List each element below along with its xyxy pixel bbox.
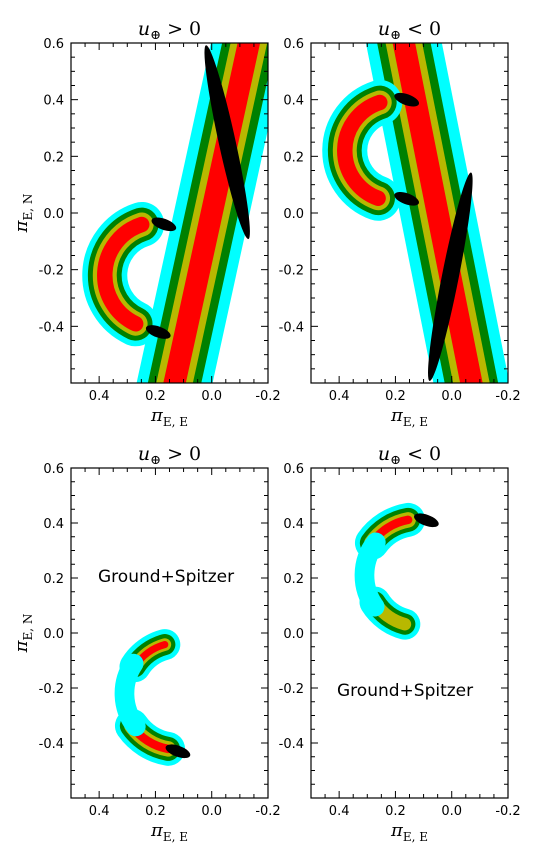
y-tick-label: 0.0: [43, 207, 64, 222]
panel-annotation: Ground+Spitzer: [337, 681, 473, 701]
y-tick-label: 0.4: [283, 94, 304, 109]
y-tick-label: 0.6: [43, 462, 64, 477]
x-tick-label: 0.0: [201, 804, 222, 819]
y-tick-label: -0.2: [39, 264, 64, 279]
crescent-1-contour-4: [97, 216, 150, 332]
y-tick-label: 0.0: [43, 627, 64, 642]
crescent-3-contour-1: [114, 653, 146, 737]
x-tick-label: -0.2: [495, 389, 520, 404]
plot-area: [354, 502, 439, 640]
y-tick-label: 0.4: [283, 517, 304, 532]
panel-4: 0.4 0.2 0.0 -0.2 0.6 0.4 0.2 0.0 -0.2 -0.4 u⊕ < 0 π…: [279, 443, 521, 844]
panel-title: u⊕ > 0: [138, 18, 201, 43]
y-tick-label: 0.4: [43, 517, 64, 532]
y-tick-label: 0.2: [283, 572, 304, 587]
crescent-core-2: [394, 192, 420, 206]
y-tick-label: 0.6: [283, 37, 304, 52]
y-tick-label: 0.6: [283, 462, 304, 477]
panel-3: 0.4 0.2 0.0 -0.2 0.6 0.4 0.2 0.0 -0.2 -0.4 u⊕ > 0 π…: [11, 443, 281, 844]
y-tick-label: -0.4: [39, 320, 64, 335]
plot-area: [114, 629, 191, 766]
crescent-core-1: [165, 744, 191, 759]
y-tick-label: -0.4: [279, 737, 304, 752]
x-tick-label: -0.2: [495, 804, 520, 819]
x-tick-label: 0.2: [385, 804, 406, 819]
x-axis-label: πE, E: [390, 405, 428, 429]
x-tick-label: 0.4: [89, 389, 110, 404]
y-tick-label: 0.0: [283, 207, 304, 222]
ground-band-core: [204, 45, 250, 240]
x-tick-label: 0.0: [441, 389, 462, 404]
ground-band-contour-5: [398, 43, 477, 383]
y-tick-label: -0.2: [279, 264, 304, 279]
ground-band-contour-5: [169, 43, 254, 383]
y-tick-label: 0.2: [43, 150, 64, 165]
plot-area: [322, 43, 508, 383]
x-tick-label: 0.2: [145, 804, 166, 819]
y-axis-label: πE, N: [11, 614, 35, 654]
panel-title: u⊕ < 0: [378, 18, 441, 43]
x-tick-label: 0.0: [201, 389, 222, 404]
panel-title: u⊕ > 0: [138, 443, 201, 468]
x-axis-label: πE, E: [150, 820, 188, 844]
crescent-3-contour-1: [354, 532, 386, 617]
crescent-core-1: [151, 217, 177, 232]
y-tick-label: -0.2: [39, 682, 64, 697]
y-tick-label: -0.4: [279, 320, 304, 335]
y-tick-label: 0.0: [283, 627, 304, 642]
panel-annotation: Ground+Spitzer: [98, 567, 234, 587]
x-tick-label: 0.2: [145, 389, 166, 404]
panel-title: u⊕ < 0: [378, 443, 441, 468]
x-tick-label: -0.2: [255, 804, 280, 819]
x-tick-label: -0.2: [255, 389, 280, 404]
x-axis-label: πE, E: [390, 820, 428, 844]
y-tick-label: 0.6: [43, 37, 64, 52]
plot-area: [82, 43, 268, 383]
y-tick-label: -0.4: [39, 737, 64, 752]
crescent-core-2: [145, 325, 171, 339]
y-tick-label: 0.2: [43, 572, 64, 587]
crescent-core-1: [394, 92, 420, 107]
x-tick-label: 0.0: [441, 804, 462, 819]
y-tick-label: -0.2: [279, 682, 304, 697]
y-tick-label: 0.2: [283, 150, 304, 165]
panel-1: 0.4 0.2 0.0 -0.2 0.6 0.4 0.2 0.0 -0.2 -0.4 u⊕ > 0 π…: [11, 18, 281, 429]
x-tick-label: 0.4: [329, 804, 350, 819]
crescent-core-1: [414, 513, 439, 528]
x-axis-label: πE, E: [150, 405, 188, 429]
y-axis-label: πE, N: [11, 194, 35, 234]
y-tick-label: 0.4: [43, 94, 64, 109]
x-tick-label: 0.4: [329, 389, 350, 404]
panel-2: 0.4 0.2 0.0 -0.2 0.6 0.4 0.2 0.0 -0.2 -0.4 u⊕ < 0 π…: [279, 18, 521, 429]
crescent-1-contour-4: [337, 94, 388, 207]
ground-band-core: [428, 172, 473, 381]
x-tick-label: 0.4: [89, 804, 110, 819]
x-tick-label: 0.2: [385, 389, 406, 404]
